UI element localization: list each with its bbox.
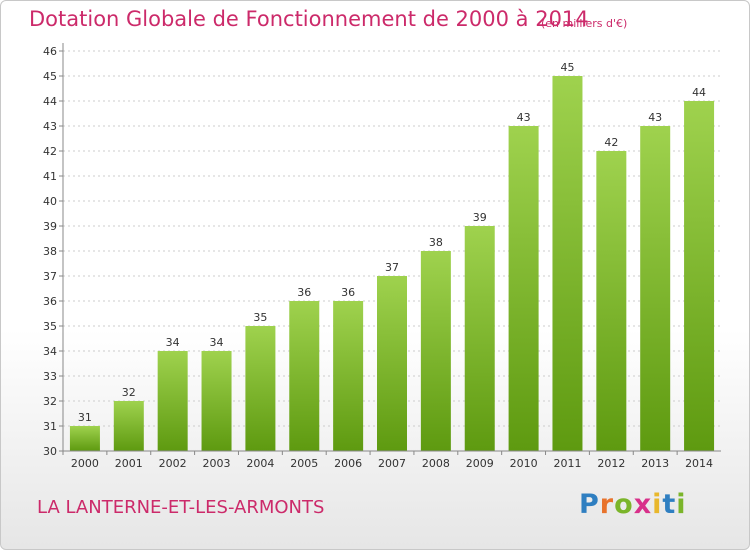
bar-2010	[508, 126, 539, 451]
y-tick-label: 36	[43, 295, 57, 308]
y-tick-label: 33	[43, 370, 57, 383]
x-tick-label: 2010	[510, 457, 538, 470]
y-tick-label: 46	[43, 45, 57, 58]
y-tick-label: 41	[43, 170, 57, 183]
bar-value-label: 32	[122, 386, 136, 399]
bar-value-label: 34	[210, 336, 224, 349]
bar-value-label: 43	[517, 111, 531, 124]
y-tick-label: 35	[43, 320, 57, 333]
x-tick-label: 2008	[422, 457, 450, 470]
bar-2006	[333, 301, 364, 451]
bar-2011	[552, 76, 583, 451]
logo-letter: o	[614, 489, 634, 520]
y-axis-ticks: 30 31 32 33 34 35 36 37 38 39 40 41 42 43 44 45 46	[43, 45, 63, 458]
bar-value-label: 36	[297, 286, 311, 299]
logo-letter: i	[676, 489, 687, 520]
x-tick-label: 2014	[685, 457, 713, 470]
bar-2005	[289, 301, 320, 451]
chart-title: Dotation Globale de Fonctionnement de 20…	[29, 7, 589, 31]
x-tick-label: 2012	[597, 457, 625, 470]
bar-value-label: 43	[648, 111, 662, 124]
bar-value-label: 35	[253, 311, 267, 324]
proxiti-logo: Proxiti	[579, 489, 687, 520]
y-tick-label: 31	[43, 420, 57, 433]
bar-value-label: 37	[385, 261, 399, 274]
bar-2008	[420, 251, 451, 451]
bar-value-label: 44	[692, 86, 706, 99]
y-tick-label: 39	[43, 220, 57, 233]
logo-letter: i	[652, 489, 663, 520]
bar-value-label: 31	[78, 411, 92, 424]
chart-subtitle: (en milliers d'€)	[541, 17, 628, 30]
x-tick-label: 2004	[246, 457, 274, 470]
bar-2003	[201, 351, 232, 451]
y-tick-label: 34	[43, 345, 57, 358]
bar-2012	[596, 151, 627, 451]
y-tick-label: 30	[43, 445, 57, 458]
x-tick-label: 2011	[553, 457, 581, 470]
x-tick-label: 2002	[159, 457, 187, 470]
logo-letter: x	[633, 489, 653, 520]
bar-value-label: 36	[341, 286, 355, 299]
bar-labels: 31 32 34 34 35 36 36 37 38 39 43 45 42 43 44	[78, 61, 706, 424]
bar-value-label: 38	[429, 236, 443, 249]
x-tick-label: 2003	[203, 457, 231, 470]
commune-name: LA LANTERNE-ET-LES-ARMONTS	[37, 497, 325, 518]
y-tick-label: 40	[43, 195, 57, 208]
bar-value-label: 42	[604, 136, 618, 149]
logo-letter: t	[662, 489, 677, 520]
bar-2004	[245, 326, 276, 451]
bar-2001	[113, 401, 144, 451]
x-tick-label: 2006	[334, 457, 362, 470]
x-tick-label: 2005	[290, 457, 318, 470]
bar-2009	[464, 226, 495, 451]
x-tick-label: 2007	[378, 457, 406, 470]
y-tick-label: 44	[43, 95, 57, 108]
bar-value-label: 45	[560, 61, 574, 74]
x-axis-ticks: 2000 2001 2002 2003 2004 2005 2006 2007 2008 2009…	[62, 451, 713, 470]
x-tick-label: 2000	[71, 457, 99, 470]
y-tick-label: 43	[43, 120, 57, 133]
x-tick-label: 2013	[641, 457, 669, 470]
logo-letter: r	[599, 489, 615, 520]
bars	[69, 76, 715, 451]
bar-2002	[157, 351, 188, 451]
logo-letter: P	[579, 489, 600, 520]
x-tick-label: 2009	[466, 457, 494, 470]
y-tick-label: 32	[43, 395, 57, 408]
x-tick-label: 2001	[115, 457, 143, 470]
bar-2014	[684, 101, 715, 451]
y-tick-label: 45	[43, 70, 57, 83]
y-tick-label: 38	[43, 245, 57, 258]
bar-2013	[640, 126, 671, 451]
bar-2000	[69, 426, 100, 451]
y-tick-label: 42	[43, 145, 57, 158]
y-tick-label: 37	[43, 270, 57, 283]
bar-2007	[377, 276, 407, 451]
bar-value-label: 34	[166, 336, 180, 349]
bar-value-label: 39	[473, 211, 487, 224]
